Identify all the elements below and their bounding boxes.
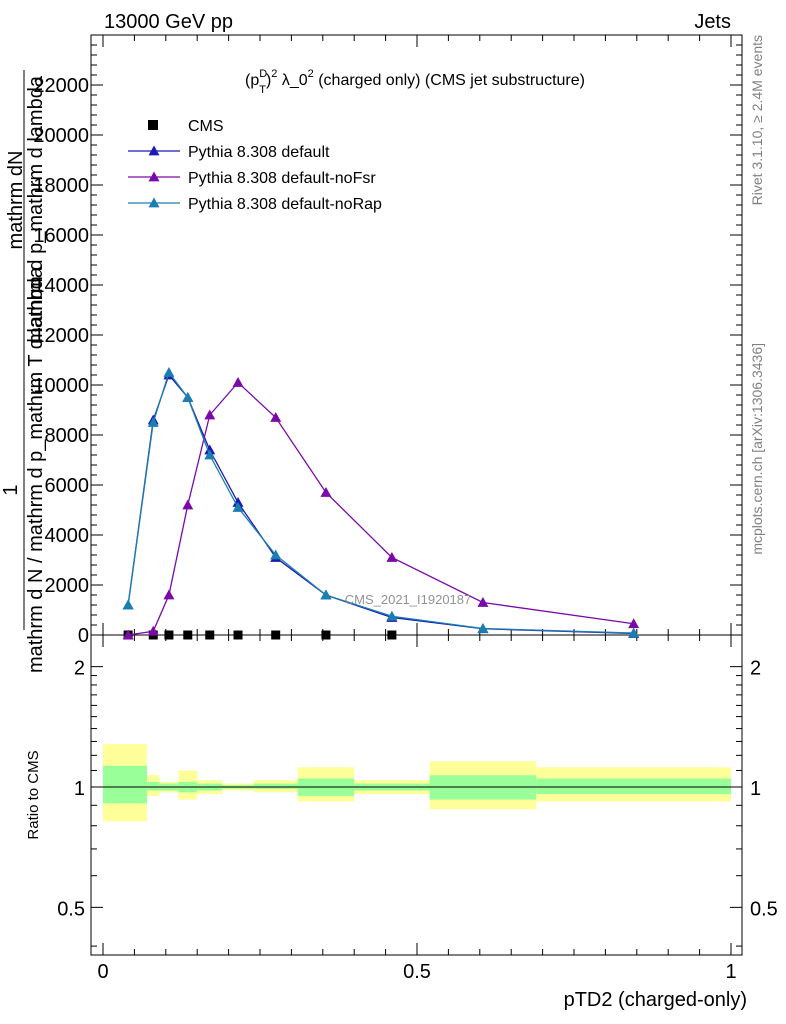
series-point-2 <box>386 552 398 562</box>
ratio-y-tick-label-right: 0.5 <box>750 898 778 920</box>
stat-band-bin <box>103 765 147 804</box>
series-point-2 <box>163 589 175 600</box>
ratio-axis-ticks: 0.5 0.5 1 1 2 2 0 0.5 1 <box>57 635 778 983</box>
plot-title: (pD T)2 λ_02 (charged only) (CMS jet subs… <box>245 68 585 96</box>
stat-band-bin <box>253 783 298 789</box>
y-tick-label: 2000 <box>45 575 90 597</box>
y-tick-label: 4000 <box>45 525 90 547</box>
series-point-2 <box>628 618 640 629</box>
series-point-2 <box>320 487 332 497</box>
legend: CMS Pythia 8.308 default Pythia 8.308 defa… <box>128 118 382 213</box>
legend-label: Pythia 8.308 default-noRap <box>188 196 382 213</box>
y-tick-label: 18000 <box>33 175 89 197</box>
header-energy-label: 13000 GeV pp <box>104 11 233 33</box>
series-point-2 <box>270 412 282 422</box>
y-tick-label: 16000 <box>33 225 89 247</box>
cms-data-point <box>321 630 331 640</box>
legend-label: CMS <box>188 118 224 135</box>
series-point-3 <box>628 627 640 638</box>
mcplots-label: mcplots.cern.ch [arXiv:1306.3436] <box>749 343 765 555</box>
y-axis-label-over: mathrm d p_mathrm d lambda <box>25 75 47 344</box>
ratio-y-tick-label: 0.5 <box>57 898 85 920</box>
legend-marker <box>148 145 160 156</box>
series-point-2 <box>122 629 134 640</box>
series-point-3 <box>163 367 175 377</box>
y-tick-label: 12000 <box>33 325 89 347</box>
x-tick-label: 1 <box>725 961 736 983</box>
legend-marker <box>148 171 160 182</box>
x-axis-label: pTD2 (charged-only) <box>564 989 747 1011</box>
y-tick-label: 10000 <box>33 375 89 397</box>
series-point-1 <box>204 444 216 455</box>
series-point-3 <box>147 417 159 427</box>
series-point-2 <box>182 499 194 510</box>
rivet-version-label: Rivet 3.1.10, ≥ 2.4M events <box>749 35 765 205</box>
header-jets-label: Jets <box>694 11 731 33</box>
series-layer <box>122 367 640 640</box>
series-point-3 <box>232 502 244 512</box>
legend-label: Pythia 8.308 default <box>188 144 330 161</box>
y-tick-label: 6000 <box>45 475 90 497</box>
cms-data-point <box>271 630 281 640</box>
series-point-2 <box>147 625 159 636</box>
series-point-3 <box>477 623 489 633</box>
legend-marker-cms <box>148 120 158 130</box>
cms-data-point <box>387 630 397 640</box>
y-tick-label: 20000 <box>33 125 89 147</box>
y-tick-label: 22000 <box>33 75 89 97</box>
cms-data-point <box>183 630 193 640</box>
y-tick-label: 8000 <box>45 425 90 447</box>
series-point-2 <box>204 409 216 420</box>
legend-marker <box>148 197 160 208</box>
cms-data-point <box>233 630 243 640</box>
series-point-3 <box>204 449 216 460</box>
y-axis-label-one: 1 <box>0 484 22 495</box>
y-axis-label-top: mathrm dN <box>5 151 27 250</box>
stat-band-bin <box>536 778 731 795</box>
y-tick-label: 0 <box>78 625 89 647</box>
ratio-y-tick-label-right: 1 <box>750 778 761 800</box>
x-tick-label: 0.5 <box>403 961 431 983</box>
series-point-3 <box>122 599 134 610</box>
analysis-watermark: CMS_2021_I1920187 <box>345 592 472 607</box>
ratio-y-label: Ratio to CMS <box>25 750 42 839</box>
ratio-bands <box>103 744 731 822</box>
ratio-y-tick-label: 1 <box>74 778 85 800</box>
legend-label: Pythia 8.308 default-noFsr <box>188 170 376 187</box>
cms-data-point <box>164 630 174 640</box>
y-tick-label: 14000 <box>33 275 89 297</box>
stat-band-bin <box>146 781 160 791</box>
series-point-1 <box>232 497 244 507</box>
series-point-3 <box>386 610 398 621</box>
series-point-3 <box>182 392 194 402</box>
series-point-3 <box>320 589 332 600</box>
ratio-y-tick-label: 2 <box>74 658 85 680</box>
series-point-2 <box>232 377 244 387</box>
cms-data-point <box>205 630 215 640</box>
ratio-y-tick-label-right: 2 <box>750 658 761 680</box>
series-point-3 <box>270 549 282 560</box>
x-tick-label: 0 <box>97 961 108 983</box>
main-axis-ticks: 0 2000 4000 6000 8000 10000 12000 14000 16000 180… <box>33 35 742 647</box>
y-axis-label-bottom: mathrm d N / mathrm d p_mathrm T d lambd… <box>25 266 47 673</box>
series-point-2 <box>477 597 489 607</box>
